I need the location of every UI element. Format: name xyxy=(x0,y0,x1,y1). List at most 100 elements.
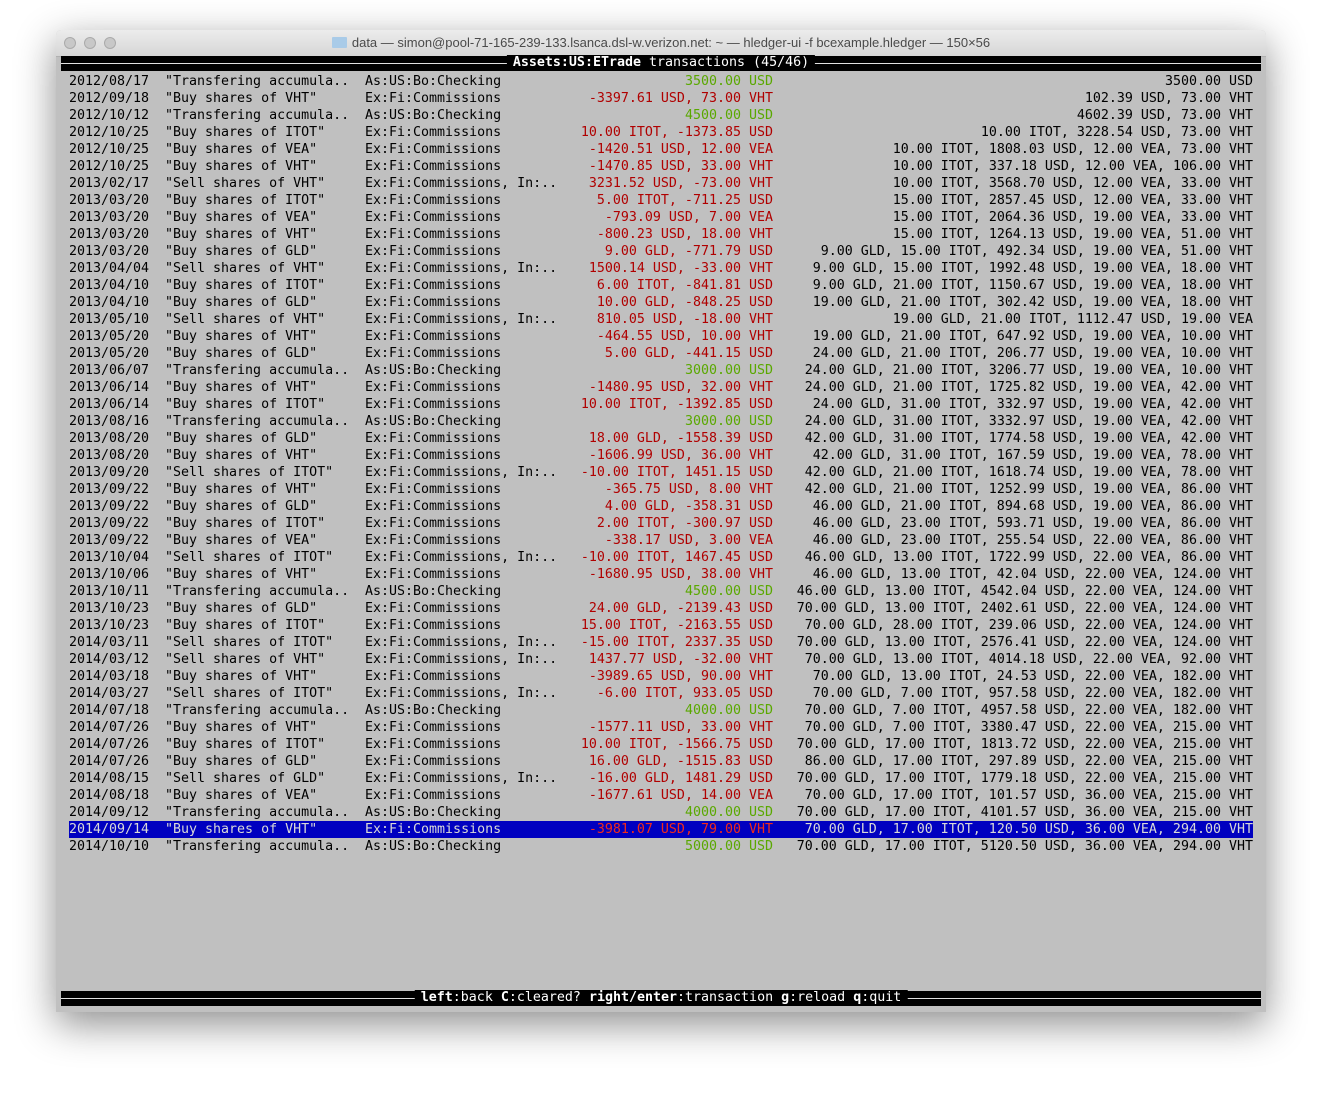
transaction-row[interactable]: 2013/04/10 "Buy shares of GLD" Ex:Fi:Commi… xyxy=(61,294,1261,311)
transaction-row[interactable]: 2013/08/16 "Transfering accumula.. As:US:B… xyxy=(61,413,1261,430)
transaction-row[interactable]: 2013/09/22 "Buy shares of GLD" Ex:Fi:Commi… xyxy=(61,498,1261,515)
change-amount: -1420.51 USD, 12.00 VEA xyxy=(588,142,773,157)
key-name: C xyxy=(500,990,509,1005)
other-account: Ex:Fi:Commissions xyxy=(365,788,502,803)
transaction-row[interactable]: 2013/10/06 "Buy shares of VHT" Ex:Fi:Commi… xyxy=(61,566,1261,583)
change-amount: -1577.11 USD, 33.00 VHT xyxy=(588,720,773,735)
other-account: Ex:Fi:Commissions xyxy=(365,91,502,106)
transaction-row[interactable]: 2013/03/20 "Buy shares of VEA" Ex:Fi:Commi… xyxy=(61,209,1261,226)
running-balance: 24.00 GLD, 21.00 ITOT, 3206.77 USD, 19.0… xyxy=(804,363,1253,378)
transaction-row[interactable]: 2013/04/10 "Buy shares of ITOT" Ex:Fi:Comm… xyxy=(61,277,1261,294)
date: 2013/03/20 xyxy=(69,244,150,259)
change-amount: -1680.95 USD, 38.00 VHT xyxy=(588,567,773,582)
running-balance: 42.00 GLD, 31.00 ITOT, 1774.58 USD, 19.0… xyxy=(804,431,1253,446)
transaction-row[interactable]: 2013/09/20 "Sell shares of ITOT" Ex:Fi:Com… xyxy=(61,464,1261,481)
date: 2014/03/12 xyxy=(69,652,150,667)
transaction-row[interactable]: 2013/10/04 "Sell shares of ITOT" Ex:Fi:Com… xyxy=(61,549,1261,566)
other-account: Ex:Fi:Commissions xyxy=(365,159,502,174)
window-title-wrap: data — simon@pool-71-165-239-133.lsanca.… xyxy=(56,35,1266,50)
running-balance: 42.00 GLD, 21.00 ITOT, 1618.74 USD, 19.0… xyxy=(804,465,1253,480)
transaction-row[interactable]: 2014/07/26 "Buy shares of GLD" Ex:Fi:Commi… xyxy=(61,753,1261,770)
transaction-row[interactable]: 2014/08/15 "Sell shares of GLD" Ex:Fi:Comm… xyxy=(61,770,1261,787)
description: "Buy shares of ITOT" xyxy=(165,193,326,208)
transaction-row-selected[interactable]: 2014/09/14 "Buy shares of VHT" Ex:Fi:Commi… xyxy=(69,821,1253,838)
change-amount: -338.17 USD, 3.00 VEA xyxy=(604,533,773,548)
transaction-row[interactable]: 2013/06/14 "Buy shares of VHT" Ex:Fi:Commi… xyxy=(61,379,1261,396)
transaction-row[interactable]: 2014/07/26 "Buy shares of ITOT" Ex:Fi:Comm… xyxy=(61,736,1261,753)
transaction-row[interactable]: 2012/09/18 "Buy shares of VHT" Ex:Fi:Commi… xyxy=(61,90,1261,107)
transaction-row[interactable]: 2014/07/26 "Buy shares of VHT" Ex:Fi:Commi… xyxy=(61,719,1261,736)
transaction-row[interactable]: 2013/02/17 "Sell shares of VHT" Ex:Fi:Comm… xyxy=(61,175,1261,192)
change-amount: -800.23 USD, 18.00 VHT xyxy=(596,227,773,242)
change-amount: -464.55 USD, 10.00 VHT xyxy=(596,329,773,344)
terminal[interactable]: Assets:US:ETrade transactions (45/46) 20… xyxy=(61,55,1261,1012)
other-account: Ex:Fi:Commissions xyxy=(365,516,502,531)
zoom-button[interactable] xyxy=(104,37,116,49)
transaction-row[interactable]: 2013/10/23 "Buy shares of ITOT" Ex:Fi:Comm… xyxy=(61,617,1261,634)
other-account: As:US:Bo:Checking xyxy=(365,74,502,89)
minimize-button[interactable] xyxy=(84,37,96,49)
other-account: Ex:Fi:Commissions xyxy=(365,669,502,684)
transaction-row[interactable]: 2014/03/12 "Sell shares of VHT" Ex:Fi:Comm… xyxy=(61,651,1261,668)
other-account: As:US:Bo:Checking xyxy=(365,414,502,429)
transaction-row[interactable]: 2014/03/27 "Sell shares of ITOT" Ex:Fi:Com… xyxy=(61,685,1261,702)
other-account: Ex:Fi:Commissions xyxy=(365,533,502,548)
transaction-row[interactable]: 2012/08/17 "Transfering accumula.. As:US:B… xyxy=(61,73,1261,90)
change-amount: 18.00 GLD, -1558.39 USD xyxy=(588,431,773,446)
transaction-row[interactable]: 2013/04/04 "Sell shares of VHT" Ex:Fi:Comm… xyxy=(61,260,1261,277)
change-amount: 810.05 USD, -18.00 VHT xyxy=(596,312,773,327)
running-balance: 24.00 GLD, 31.00 ITOT, 332.97 USD, 19.00… xyxy=(812,397,1253,412)
other-account: As:US:Bo:Checking xyxy=(365,703,502,718)
description: "Buy shares of VHT" xyxy=(165,567,318,582)
transaction-row[interactable]: 2014/03/11 "Sell shares of ITOT" Ex:Fi:Com… xyxy=(61,634,1261,651)
running-balance: 70.00 GLD, 17.00 ITOT, 1813.72 USD, 22.0… xyxy=(796,737,1253,752)
date: 2014/07/26 xyxy=(69,737,150,752)
transaction-row[interactable]: 2014/07/18 "Transfering accumula.. As:US:B… xyxy=(61,702,1261,719)
header-suffix: transactions (45/46) xyxy=(640,55,810,70)
date: 2013/10/23 xyxy=(69,601,150,616)
transaction-row[interactable]: 2012/10/12 "Transfering accumula.. As:US:B… xyxy=(61,107,1261,124)
transaction-row[interactable]: 2014/03/18 "Buy shares of VHT" Ex:Fi:Commi… xyxy=(61,668,1261,685)
transaction-row[interactable]: 2013/09/22 "Buy shares of VEA" Ex:Fi:Commi… xyxy=(61,532,1261,549)
folder-icon xyxy=(331,37,347,48)
description: "Buy shares of VHT" xyxy=(165,669,318,684)
date: 2013/06/14 xyxy=(69,380,150,395)
transaction-row[interactable]: 2013/05/10 "Sell shares of VHT" Ex:Fi:Comm… xyxy=(61,311,1261,328)
running-balance: 24.00 GLD, 21.00 ITOT, 1725.82 USD, 19.0… xyxy=(804,380,1253,395)
transaction-row[interactable]: 2014/09/12 "Transfering accumula.. As:US:B… xyxy=(61,804,1261,821)
transaction-row[interactable]: 2013/05/20 "Buy shares of GLD" Ex:Fi:Commi… xyxy=(61,345,1261,362)
running-balance: 46.00 GLD, 13.00 ITOT, 42.04 USD, 22.00 … xyxy=(812,567,1253,582)
close-button[interactable] xyxy=(64,37,76,49)
change-amount: 10.00 ITOT, -1392.85 USD xyxy=(580,397,773,412)
description: "Buy shares of VHT" xyxy=(165,380,318,395)
transaction-row[interactable]: 2013/10/11 "Transfering accumula.. As:US:B… xyxy=(61,583,1261,600)
other-account: Ex:Fi:Commissions xyxy=(365,397,502,412)
change-amount: -365.75 USD, 8.00 VHT xyxy=(604,482,773,497)
transaction-row[interactable]: 2013/08/20 "Buy shares of GLD" Ex:Fi:Commi… xyxy=(61,430,1261,447)
transaction-row[interactable]: 2013/06/07 "Transfering accumula.. As:US:B… xyxy=(61,362,1261,379)
transaction-row[interactable]: 2013/09/22 "Buy shares of ITOT" Ex:Fi:Comm… xyxy=(61,515,1261,532)
description: "Buy shares of ITOT" xyxy=(165,618,326,633)
transaction-row[interactable]: 2013/03/20 "Buy shares of ITOT" Ex:Fi:Comm… xyxy=(61,192,1261,209)
transaction-row[interactable]: 2013/03/20 "Buy shares of GLD" Ex:Fi:Commi… xyxy=(61,243,1261,260)
other-account: As:US:Bo:Checking xyxy=(365,805,502,820)
transaction-row[interactable]: 2012/10/25 "Buy shares of VHT" Ex:Fi:Commi… xyxy=(61,158,1261,175)
running-balance: 102.39 USD, 73.00 VHT xyxy=(1084,91,1253,106)
transaction-row[interactable]: 2013/03/20 "Buy shares of VHT" Ex:Fi:Commi… xyxy=(61,226,1261,243)
transaction-row[interactable]: 2012/10/25 "Buy shares of ITOT" Ex:Fi:Comm… xyxy=(61,124,1261,141)
transaction-row[interactable]: 2013/06/14 "Buy shares of ITOT" Ex:Fi:Comm… xyxy=(61,396,1261,413)
transaction-row[interactable]: 2014/08/18 "Buy shares of VEA" Ex:Fi:Commi… xyxy=(61,787,1261,804)
running-balance: 70.00 GLD, 7.00 ITOT, 3380.47 USD, 22.00… xyxy=(804,720,1253,735)
description: "Buy shares of GLD" xyxy=(165,431,318,446)
transaction-row[interactable]: 2013/05/20 "Buy shares of VHT" Ex:Fi:Commi… xyxy=(61,328,1261,345)
transaction-row[interactable]: 2013/09/22 "Buy shares of VHT" Ex:Fi:Commi… xyxy=(61,481,1261,498)
transaction-row[interactable]: 2014/10/10 "Transfering accumula.. As:US:B… xyxy=(61,838,1261,855)
description: "Buy shares of ITOT" xyxy=(165,737,326,752)
transaction-row[interactable]: 2012/10/25 "Buy shares of VEA" Ex:Fi:Commi… xyxy=(61,141,1261,158)
transaction-row[interactable]: 2013/10/23 "Buy shares of GLD" Ex:Fi:Commi… xyxy=(61,600,1261,617)
date: 2014/07/18 xyxy=(69,703,150,718)
transaction-row[interactable]: 2013/08/20 "Buy shares of VHT" Ex:Fi:Commi… xyxy=(61,447,1261,464)
description: "Transfering accumula.. xyxy=(165,839,350,854)
running-balance: 70.00 GLD, 13.00 ITOT, 2402.61 USD, 22.0… xyxy=(796,601,1253,616)
change-amount: 3500.00 USD xyxy=(684,74,773,89)
